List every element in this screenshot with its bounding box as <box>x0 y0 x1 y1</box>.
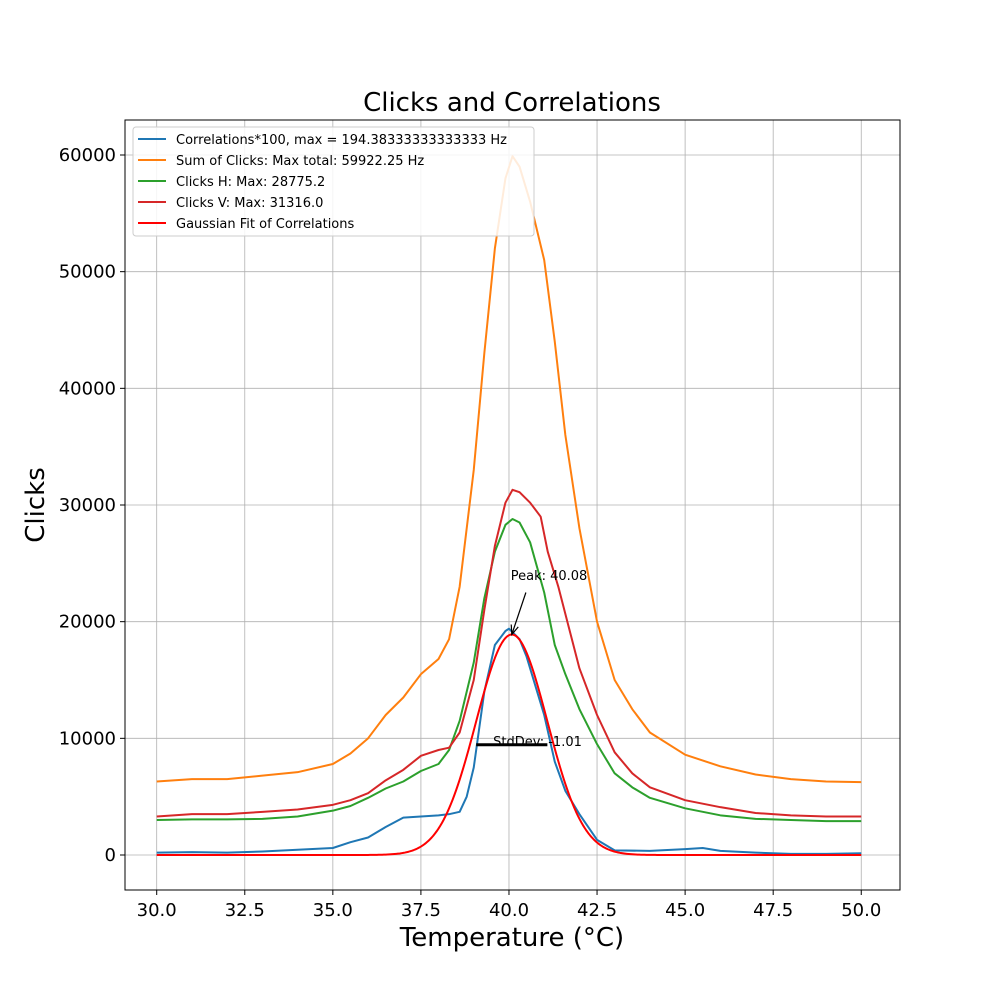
peak-label: Peak: 40.08 <box>511 569 588 584</box>
x-tick-label: 35.0 <box>313 900 353 921</box>
y-tick-label: 30000 <box>59 495 116 516</box>
legend-entry: Clicks V: Max: 31316.0 <box>176 196 323 211</box>
legend-entry: Clicks H: Max: 28775.2 <box>176 175 325 190</box>
x-tick-label: 42.5 <box>577 900 617 921</box>
x-tick-label: 40.0 <box>489 900 529 921</box>
chart-title: Clicks and Correlations <box>363 88 661 118</box>
y-tick-label: 20000 <box>59 612 116 633</box>
legend: Correlations*100, max = 194.383333333333… <box>132 126 535 237</box>
x-tick-label: 47.5 <box>753 900 793 921</box>
y-tick-label: 40000 <box>59 378 116 399</box>
y-axis-label: Clicks <box>21 467 51 543</box>
correlations-line <box>156 627 862 855</box>
grid-lines <box>125 120 900 890</box>
annotation-layer: StdDev: -1.01 Peak: 40.08 <box>476 569 587 750</box>
peak-arrow-shaft <box>511 592 527 635</box>
x-tick-label: 30.0 <box>137 900 177 921</box>
axis-ticks: 30.0 32.5 35.0 37.5 40.0 42.5 45.0 47.5 50.0 0 100… <box>59 145 882 921</box>
gaussian-fit-line <box>156 633 862 856</box>
clicks-v-line <box>156 488 862 818</box>
x-tick-label: 37.5 <box>401 900 441 921</box>
clicks-h-line <box>156 518 862 823</box>
legend-box <box>132 126 535 237</box>
legend-entry: Gaussian Fit of Correlations <box>176 217 354 232</box>
y-tick-label: 0 <box>105 845 116 866</box>
y-tick-label: 10000 <box>59 728 116 749</box>
x-tick-label: 45.0 <box>665 900 705 921</box>
legend-entry: Sum of Clicks: Max total: 59922.25 Hz <box>176 154 424 169</box>
y-tick-label: 50000 <box>59 262 116 283</box>
x-axis-label: Temperature (°C) <box>399 923 624 953</box>
peak-arrow-head <box>510 624 519 637</box>
x-tick-label: 32.5 <box>225 900 265 921</box>
legend-entry: Correlations*100, max = 194.383333333333… <box>176 133 507 148</box>
stddev-label: StdDev: -1.01 <box>493 735 582 750</box>
y-tick-label: 60000 <box>59 145 116 166</box>
x-tick-label: 50.0 <box>841 900 881 921</box>
